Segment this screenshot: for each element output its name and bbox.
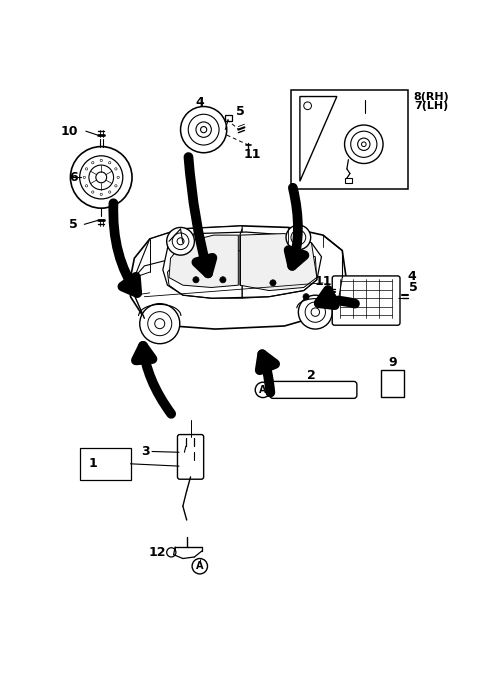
Text: 11: 11 xyxy=(314,275,332,288)
Circle shape xyxy=(345,125,383,164)
Text: 3: 3 xyxy=(142,445,150,458)
Polygon shape xyxy=(240,234,317,291)
Polygon shape xyxy=(169,235,238,287)
Polygon shape xyxy=(163,232,322,298)
FancyBboxPatch shape xyxy=(332,276,400,325)
Bar xyxy=(81,448,131,480)
Text: 12: 12 xyxy=(149,546,166,559)
Circle shape xyxy=(255,382,271,397)
Text: 4: 4 xyxy=(407,270,416,283)
Text: A: A xyxy=(259,385,267,395)
Circle shape xyxy=(286,225,311,249)
Circle shape xyxy=(71,147,132,208)
Polygon shape xyxy=(225,115,232,121)
Text: 11: 11 xyxy=(243,148,261,161)
FancyArrowPatch shape xyxy=(260,354,275,393)
Circle shape xyxy=(220,276,226,283)
Bar xyxy=(381,370,404,397)
Polygon shape xyxy=(131,226,346,329)
Circle shape xyxy=(180,107,227,153)
FancyArrowPatch shape xyxy=(288,188,304,266)
Polygon shape xyxy=(134,226,242,277)
Circle shape xyxy=(192,558,207,574)
Circle shape xyxy=(270,280,276,286)
Circle shape xyxy=(155,318,165,329)
Text: 5: 5 xyxy=(70,218,78,231)
Text: 2: 2 xyxy=(307,369,316,382)
Circle shape xyxy=(167,548,176,557)
Circle shape xyxy=(148,312,172,336)
Text: 9: 9 xyxy=(388,356,396,368)
Circle shape xyxy=(193,276,199,283)
Circle shape xyxy=(140,304,180,343)
Circle shape xyxy=(291,230,306,245)
Circle shape xyxy=(167,227,194,255)
Circle shape xyxy=(172,233,189,249)
Circle shape xyxy=(305,302,325,322)
Circle shape xyxy=(299,295,332,329)
FancyArrowPatch shape xyxy=(319,290,355,305)
Text: 7(LH): 7(LH) xyxy=(414,101,448,111)
Text: 5: 5 xyxy=(409,281,418,294)
FancyArrowPatch shape xyxy=(136,346,171,414)
FancyBboxPatch shape xyxy=(270,381,357,398)
Text: 1: 1 xyxy=(88,457,97,470)
Circle shape xyxy=(303,293,309,299)
FancyArrowPatch shape xyxy=(113,203,137,293)
Circle shape xyxy=(177,238,184,245)
Text: 5: 5 xyxy=(236,105,245,118)
Circle shape xyxy=(295,235,301,241)
Circle shape xyxy=(311,308,320,316)
Bar xyxy=(291,91,408,189)
Text: 4: 4 xyxy=(195,96,204,110)
Text: 6: 6 xyxy=(70,171,78,184)
Text: 10: 10 xyxy=(60,124,78,138)
FancyBboxPatch shape xyxy=(178,435,204,479)
Text: A: A xyxy=(196,561,204,571)
Text: 8(RH): 8(RH) xyxy=(414,91,450,101)
FancyArrowPatch shape xyxy=(189,157,213,273)
